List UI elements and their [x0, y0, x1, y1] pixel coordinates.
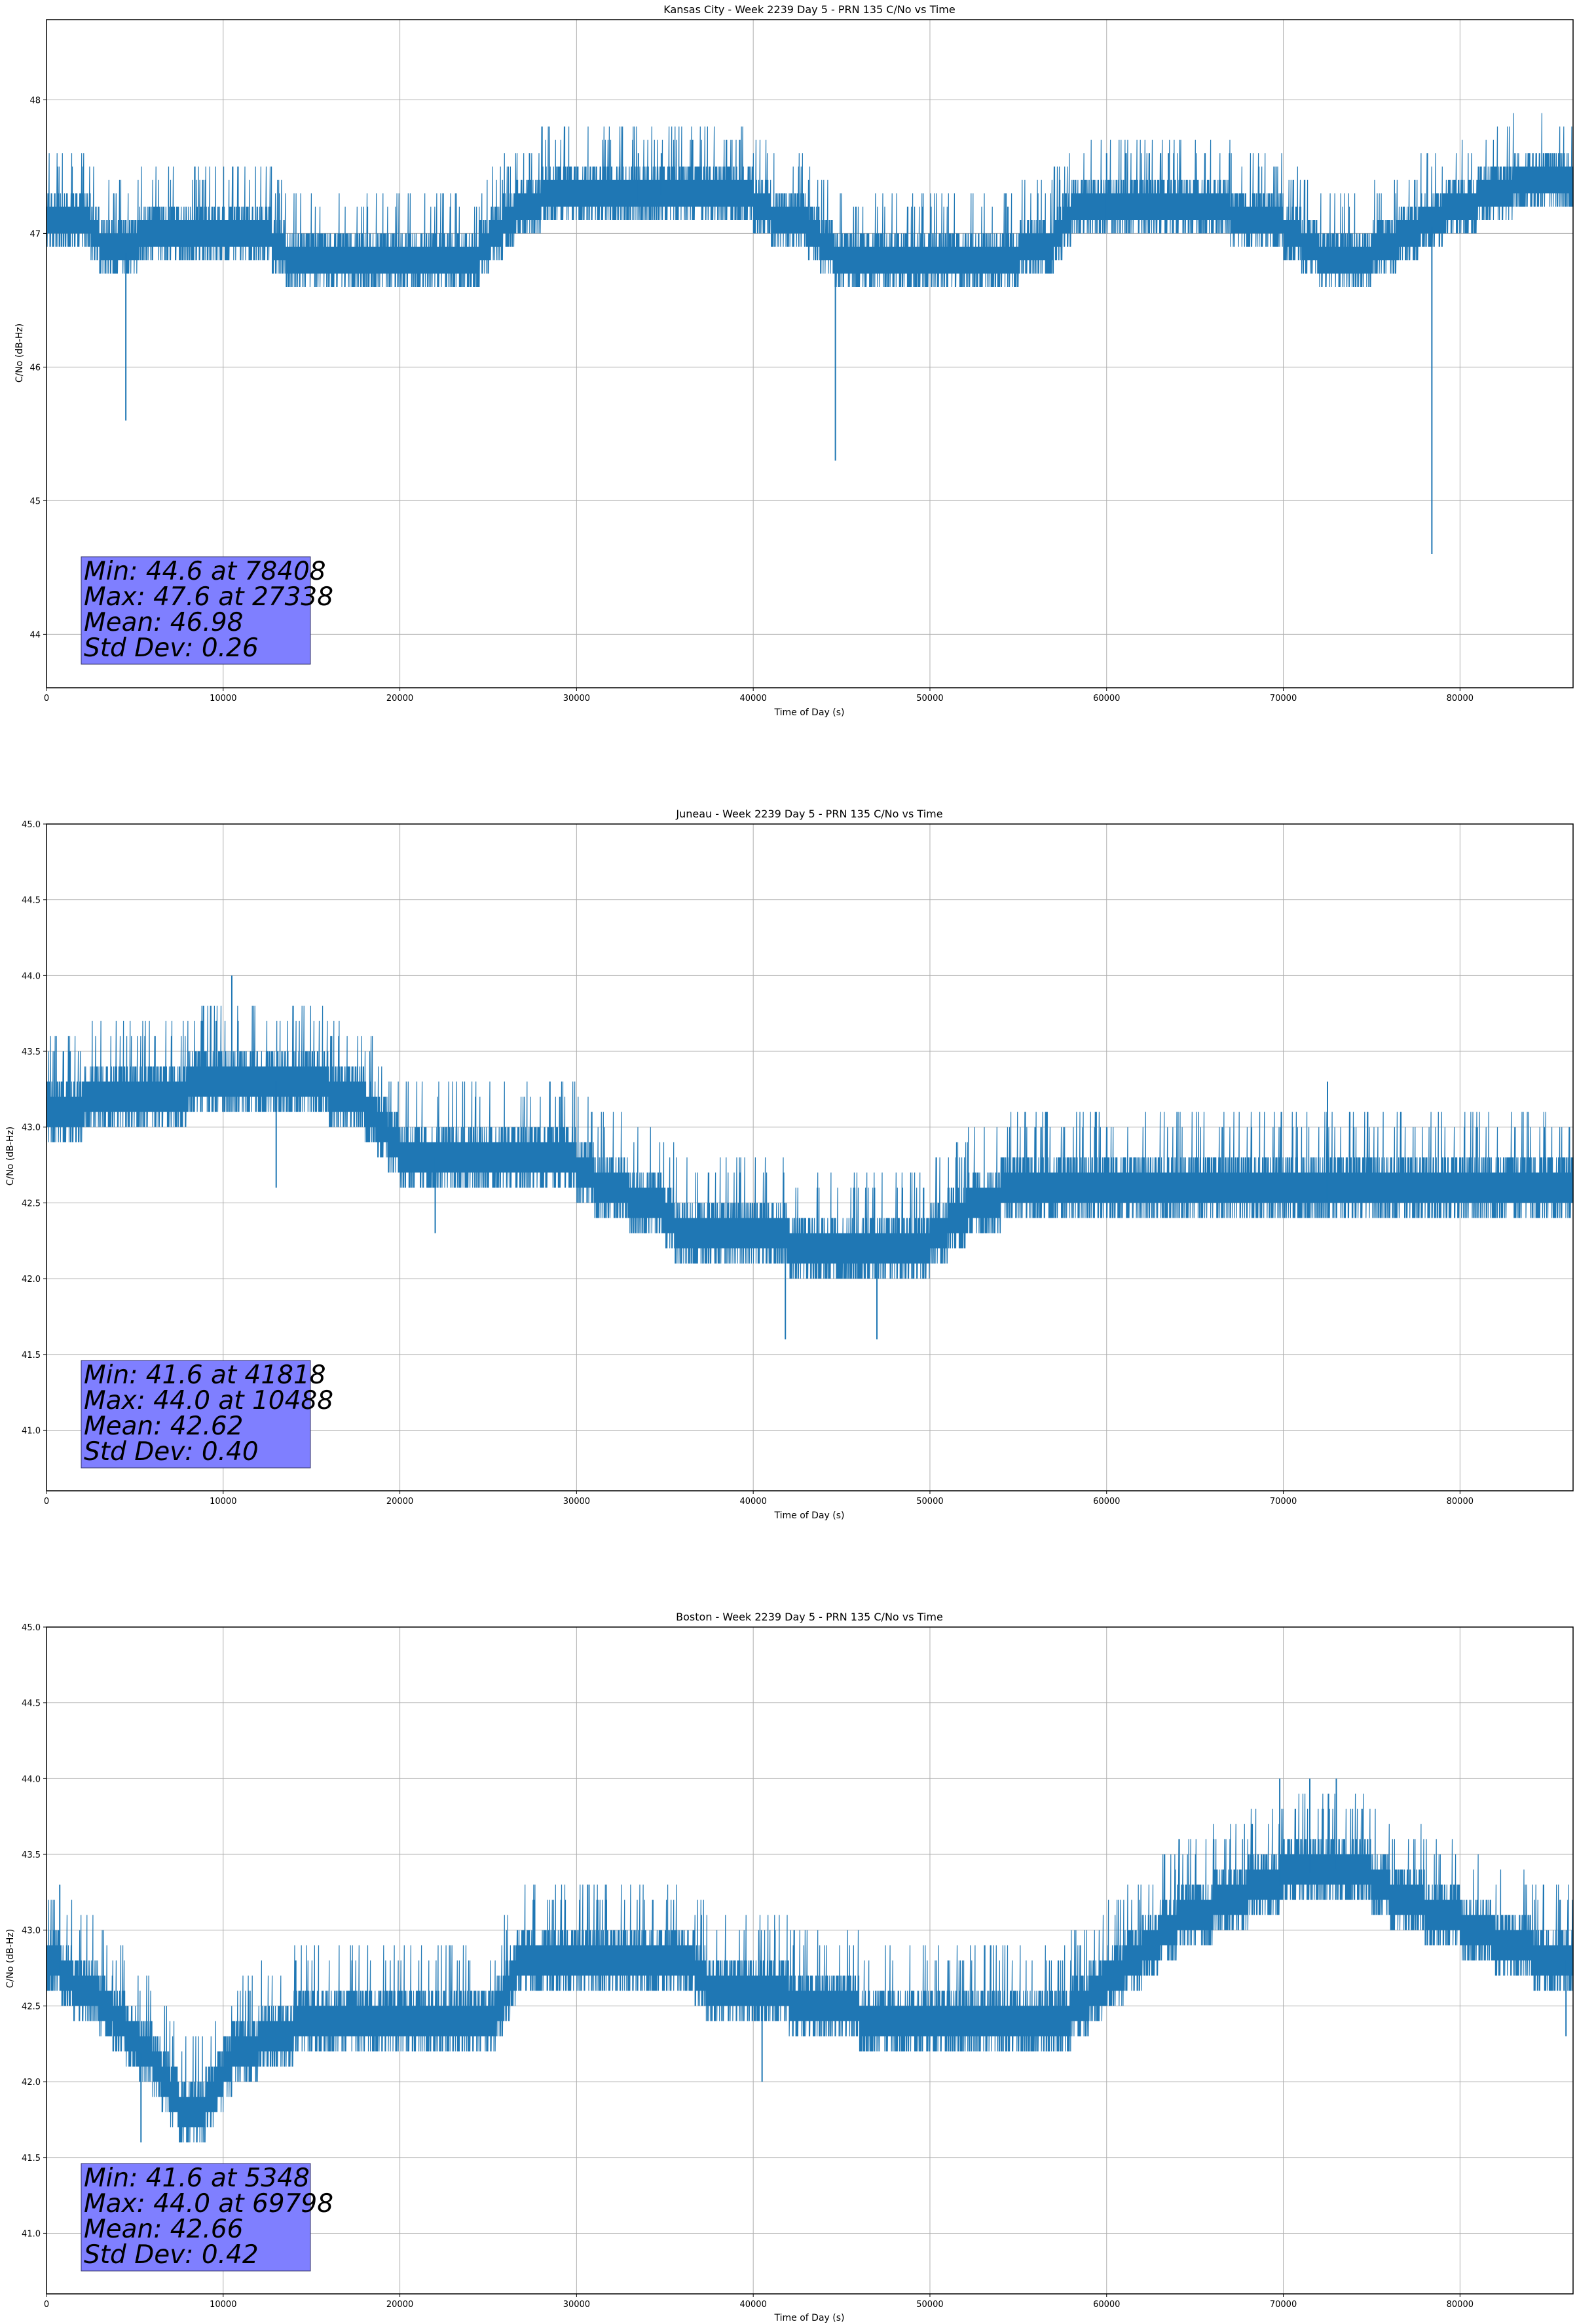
x-tick-label: 30000 — [563, 694, 590, 703]
y-tick-label: 41.5 — [22, 1351, 41, 1360]
x-tick-label: 70000 — [1270, 1497, 1297, 1507]
stats-max: Max: 44.0 at 69798 — [84, 2189, 333, 2219]
y-tick-label: 43.0 — [22, 1123, 41, 1133]
axis-ticks: 0 10000 20000 30000 40000 50000 60000 70000 8000… — [22, 1623, 1474, 2310]
x-tick-label: 60000 — [1093, 2300, 1120, 2310]
axis-ticks: 0 10000 20000 30000 40000 50000 60000 70000 8000… — [22, 820, 1474, 1507]
x-tick-label: 40000 — [739, 2300, 766, 2310]
y-tick-label: 42.5 — [22, 2002, 41, 2012]
stats-min: Min: 41.6 at 41818 — [84, 1360, 326, 1390]
x-tick-label: 10000 — [210, 694, 236, 703]
data-series — [46, 113, 1574, 554]
x-tick-label: 20000 — [386, 1497, 413, 1507]
y-tick-label: 43.5 — [22, 1047, 41, 1057]
x-tick-label: 80000 — [1447, 1497, 1474, 1507]
data-series — [46, 1778, 1574, 2143]
chart-title: Boston - Week 2239 Day 5 - PRN 135 C/No … — [676, 1611, 943, 1623]
chart-title: Kansas City - Week 2239 Day 5 - PRN 135 … — [663, 3, 955, 16]
y-axis-label: C/No (dB-Hz) — [14, 324, 25, 383]
x-tick-label: 50000 — [916, 694, 943, 703]
stats-box: Min: 41.6 at 41818 Max: 44.0 at 10488 Me… — [81, 1360, 333, 1469]
y-tick-label: 41.5 — [22, 2154, 41, 2164]
y-tick-label: 42.0 — [22, 1275, 41, 1284]
y-tick-label: 44.5 — [22, 1699, 41, 1709]
x-tick-label: 0 — [44, 694, 49, 703]
y-tick-label: 44 — [29, 630, 41, 640]
x-tick-label: 30000 — [563, 2300, 590, 2310]
x-tick-label: 80000 — [1447, 694, 1474, 703]
x-tick-label: 60000 — [1093, 1497, 1120, 1507]
stats-std-dev: Std Dev: 0.42 — [84, 2240, 259, 2270]
x-tick-label: 30000 — [563, 1497, 590, 1507]
stats-mean: Mean: 42.66 — [84, 2215, 243, 2244]
stats-mean: Mean: 46.98 — [84, 608, 243, 637]
stats-box-background — [81, 556, 311, 665]
y-tick-label: 46 — [29, 363, 41, 373]
chart-kansas-city: Kansas City - Week 2239 Day 5 - PRN 135 … — [14, 3, 1574, 718]
chart-title: Juneau - Week 2239 Day 5 - PRN 135 C/No … — [675, 808, 942, 820]
series-line — [46, 113, 1574, 288]
stats-box-background — [81, 1360, 311, 1469]
stats-box: Min: 41.6 at 5348 Max: 44.0 at 69798 Mea… — [81, 2163, 333, 2272]
stats-std-dev: Std Dev: 0.40 — [84, 1437, 259, 1467]
y-tick-label: 44.0 — [22, 1774, 41, 1784]
x-tick-label: 10000 — [210, 2300, 236, 2310]
y-tick-label: 44.5 — [22, 896, 41, 906]
y-tick-label: 47 — [29, 229, 41, 239]
y-tick-label: 41.0 — [22, 1426, 41, 1436]
x-axis-label: Time of Day (s) — [774, 2313, 845, 2323]
y-axis-label: C/No (dB-Hz) — [5, 1929, 16, 1988]
x-axis-label: Time of Day (s) — [774, 707, 845, 718]
x-tick-label: 10000 — [210, 1497, 236, 1507]
y-tick-label: 45.0 — [22, 1623, 41, 1633]
stats-mean: Mean: 42.62 — [84, 1412, 243, 1441]
stats-min: Min: 44.6 at 78408 — [84, 557, 326, 586]
x-tick-label: 50000 — [916, 2300, 943, 2310]
plot-frame — [46, 1626, 1574, 2295]
stats-min: Min: 41.6 at 5348 — [84, 2164, 310, 2193]
y-tick-label: 43.0 — [22, 1926, 41, 1936]
y-tick-label: 48 — [29, 96, 41, 105]
x-tick-label: 60000 — [1093, 694, 1120, 703]
series-line — [46, 1005, 1574, 1279]
y-tick-label: 41.0 — [22, 2229, 41, 2239]
x-tick-label: 20000 — [386, 2300, 413, 2310]
stats-max: Max: 47.6 at 27338 — [84, 582, 333, 612]
x-tick-label: 80000 — [1447, 2300, 1474, 2310]
x-tick-label: 0 — [44, 1497, 49, 1507]
x-tick-label: 40000 — [739, 694, 766, 703]
x-tick-label: 20000 — [386, 694, 413, 703]
stats-box: Min: 44.6 at 78408 Max: 47.6 at 27338 Me… — [81, 556, 333, 665]
series-line — [46, 1793, 1574, 2143]
x-tick-label: 70000 — [1270, 2300, 1297, 2310]
plot-frame — [46, 19, 1574, 688]
stats-box-background — [81, 2163, 311, 2272]
x-axis-label: Time of Day (s) — [774, 1510, 845, 1521]
axis-ticks: 0 10000 20000 30000 40000 50000 60000 70000 8000… — [29, 96, 1474, 703]
plot-frame — [46, 823, 1574, 1491]
stats-max: Max: 44.0 at 10488 — [84, 1386, 333, 1415]
y-tick-label: 43.5 — [22, 1850, 41, 1860]
y-tick-label: 45.0 — [22, 820, 41, 830]
stats-std-dev: Std Dev: 0.26 — [84, 633, 259, 663]
y-tick-label: 42.5 — [22, 1199, 41, 1209]
x-tick-label: 40000 — [739, 1497, 766, 1507]
chart-boston: Boston - Week 2239 Day 5 - PRN 135 C/No … — [5, 1611, 1574, 2323]
chart-juneau: Juneau - Week 2239 Day 5 - PRN 135 C/No … — [5, 808, 1574, 1521]
x-tick-label: 50000 — [916, 1497, 943, 1507]
y-tick-label: 44.0 — [22, 971, 41, 981]
y-tick-label: 42.0 — [22, 2078, 41, 2088]
data-series — [46, 975, 1574, 1340]
x-tick-label: 70000 — [1270, 694, 1297, 703]
y-axis-label: C/No (dB-Hz) — [5, 1127, 16, 1186]
y-tick-label: 45 — [29, 497, 41, 506]
x-tick-label: 0 — [44, 2300, 49, 2310]
